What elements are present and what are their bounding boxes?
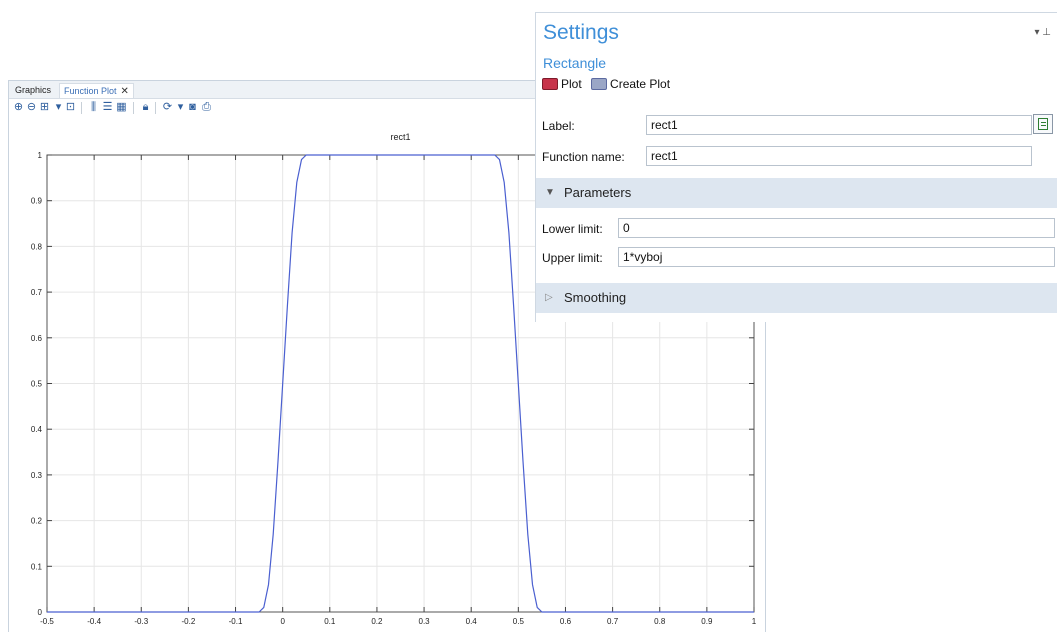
refresh-icon[interactable]: ⟳: [162, 101, 173, 113]
upper-limit-label: Upper limit:: [542, 251, 603, 265]
label-edit-button[interactable]: [1033, 114, 1053, 134]
lower-limit-label: Lower limit:: [542, 222, 603, 236]
x-tick-label: 0.3: [419, 617, 431, 626]
y-tick-label: 0.3: [31, 471, 43, 480]
edit-icon: [1038, 118, 1048, 130]
toolbar-separator: [155, 102, 156, 114]
plot-button[interactable]: Plot: [542, 77, 582, 91]
toolbar-separator: [133, 102, 134, 114]
zoom-out-icon[interactable]: ⊖: [26, 101, 37, 113]
zoom-in-icon[interactable]: ⊕: [13, 101, 24, 113]
toolbar-separator: [81, 102, 82, 114]
y-tick-label: 0.2: [31, 517, 43, 526]
settings-panel: Settings ▾ ⊥ Rectangle Plot Create Plot …: [535, 12, 1057, 322]
label-field-label: Label:: [542, 119, 575, 133]
grid-icon[interactable]: ⫼: [90, 101, 97, 113]
y-tick-label: 0.7: [31, 288, 43, 297]
create-plot-button-label: Create Plot: [610, 77, 671, 91]
y-tick-label: 0.5: [31, 380, 43, 389]
function-name-field[interactable]: rect1: [646, 146, 1032, 166]
x-tick-label: -0.2: [182, 617, 196, 626]
x-tick-label: -0.3: [134, 617, 148, 626]
zoom-box-icon[interactable]: ⊞: [39, 101, 50, 113]
upper-limit-field[interactable]: 1*vyboj: [618, 247, 1055, 267]
label-field[interactable]: rect1: [646, 115, 1032, 135]
y-tick-label: 0.1: [31, 562, 43, 571]
node-type-title: Rectangle: [543, 55, 607, 71]
x-tick-label: 0.9: [701, 617, 713, 626]
x-tick-label: 0.4: [466, 617, 478, 626]
y-tick-label: 0.6: [31, 334, 43, 343]
settings-title: Settings: [543, 21, 619, 44]
x-tick-label: -0.1: [229, 617, 243, 626]
series-line: [47, 154, 754, 613]
label-row: Label: rect1: [542, 115, 1032, 137]
panel-pin-controls[interactable]: ▾ ⊥: [1034, 27, 1051, 38]
x-tick-label: 0.5: [513, 617, 525, 626]
legend-icon[interactable]: ☰: [102, 101, 113, 113]
close-icon[interactable]: ✕: [120, 86, 129, 97]
y-tick-label: 0.9: [31, 197, 43, 206]
expand-arrow-icon: ▷: [545, 292, 553, 303]
chart-title: rect1: [390, 132, 410, 142]
y-tick-label: 1: [38, 151, 43, 160]
y-tick-label: 0.4: [31, 425, 43, 434]
dropdown-arrow-icon[interactable]: ▾: [55, 101, 62, 113]
plot-toolbar: ⊕ ⊖ ⊞ ▾ ⊡ ⫼ ☰ ▦ 🔒︎ ⟳ ▾ ◙ ⎙: [9, 99, 765, 117]
smoothing-section-label: Smoothing: [564, 290, 627, 305]
create-plot-icon: [591, 78, 608, 90]
parameters-section-label: Parameters: [564, 185, 632, 200]
x-tick-label: 1: [752, 617, 757, 626]
parameters-section-header[interactable]: ▼ Parameters: [536, 178, 1057, 208]
collapse-arrow-icon: ▼: [545, 187, 555, 198]
print-icon[interactable]: ⎙: [202, 101, 211, 113]
x-tick-label: 0.2: [371, 617, 383, 626]
lower-limit-row: Lower limit: 0: [542, 218, 1056, 240]
smoothing-section-header[interactable]: ▷ Smoothing: [536, 283, 1057, 313]
x-tick-label: 0.8: [654, 617, 666, 626]
tab-function-plot[interactable]: Function Plot ✕: [59, 83, 134, 98]
upper-limit-row: Upper limit: 1*vyboj: [542, 247, 1056, 269]
y-tick-label: 0: [38, 608, 43, 617]
y-tick-label: 0.8: [31, 242, 43, 251]
x-tick-label: 0.1: [324, 617, 336, 626]
function-name-label: Function name:: [542, 150, 625, 164]
x-tick-label: 0: [280, 617, 285, 626]
tab-graphics[interactable]: Graphics: [15, 85, 52, 95]
zoom-extents-icon[interactable]: ⊡: [65, 101, 76, 113]
x-tick-label: 0.7: [607, 617, 619, 626]
tab-function-plot-label: Function Plot: [64, 86, 117, 96]
x-tick-label: -0.5: [40, 617, 54, 626]
function-plot-chart: rect1 -0.5 -0.4 -0.3 -0.2 -0.1 0 0.1 0.2 0.3 0.4 0.…: [31, 132, 757, 626]
table-icon[interactable]: ▦: [116, 101, 127, 113]
lower-limit-field[interactable]: 0: [618, 218, 1055, 238]
x-tick-label: 0.6: [560, 617, 572, 626]
dropdown-arrow-icon[interactable]: ▾: [177, 101, 184, 113]
function-name-row: Function name: rect1: [542, 146, 1032, 168]
plot-button-label: Plot: [561, 77, 582, 91]
camera-icon[interactable]: ◙: [189, 101, 196, 113]
settings-toolbar: Plot Create Plot: [542, 77, 670, 95]
lock-icon[interactable]: 🔒︎: [142, 101, 149, 113]
create-plot-button[interactable]: Create Plot: [585, 77, 670, 91]
plot-icon: [542, 78, 558, 90]
x-tick-label: -0.4: [87, 617, 101, 626]
